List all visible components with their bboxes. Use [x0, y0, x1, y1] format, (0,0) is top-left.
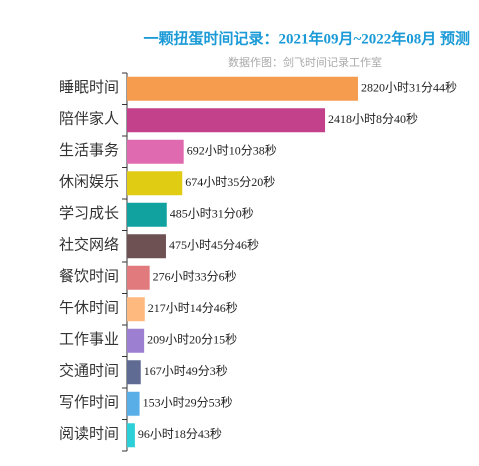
- chart-title: 一颗扭蛋时间记录：2021年09月~2022年08月 预测: [143, 29, 470, 47]
- value-label: 2820小时31分44秒: [361, 81, 457, 95]
- bar: [127, 360, 141, 385]
- y-tick-label: 工作事业: [59, 331, 119, 348]
- y-tick-label: 睡眠时间: [59, 79, 119, 96]
- value-label: 167小时49分3秒: [144, 364, 228, 378]
- y-tick-label: 生活事务: [59, 142, 119, 159]
- value-label: 692小时10分38秒: [187, 144, 277, 158]
- y-tick-label: 学习成长: [59, 205, 119, 222]
- value-label: 209小时20分15秒: [147, 333, 237, 347]
- bar: [127, 234, 166, 259]
- bar: [127, 265, 150, 290]
- y-tick-label: 午休时间: [59, 300, 119, 317]
- bar: [127, 76, 358, 101]
- y-tick-label: 陪伴家人: [59, 111, 119, 128]
- y-tick-label: 写作时间: [59, 394, 119, 411]
- value-label: 475小时45分46秒: [169, 238, 259, 252]
- bar: [127, 423, 135, 448]
- bar: [127, 139, 184, 164]
- bar: [127, 108, 326, 133]
- bar: [127, 391, 140, 416]
- value-label: 485小时31分0秒: [170, 207, 254, 221]
- value-label: 2418小时8分40秒: [328, 112, 418, 126]
- value-label: 217小时14分46秒: [148, 301, 238, 315]
- y-tick-label: 阅读时间: [59, 426, 119, 443]
- bar: [127, 171, 183, 196]
- y-tick-label: 交通时间: [59, 362, 119, 380]
- value-label: 96小时18分43秒: [138, 427, 222, 441]
- value-label: 674小时35分20秒: [185, 175, 275, 189]
- value-label: 276小时33分6秒: [153, 270, 237, 284]
- bar: [127, 297, 145, 322]
- y-tick-label: 社交网络: [59, 236, 119, 254]
- y-tick-label: 餐饮时间: [59, 268, 119, 285]
- bar: [127, 202, 167, 227]
- value-label: 153小时29分53秒: [143, 396, 233, 410]
- bar: [127, 328, 145, 353]
- chart-subtitle: 数据作图：剑飞时间记录工作室: [228, 55, 382, 69]
- y-tick-label: 休闲娱乐: [59, 174, 119, 191]
